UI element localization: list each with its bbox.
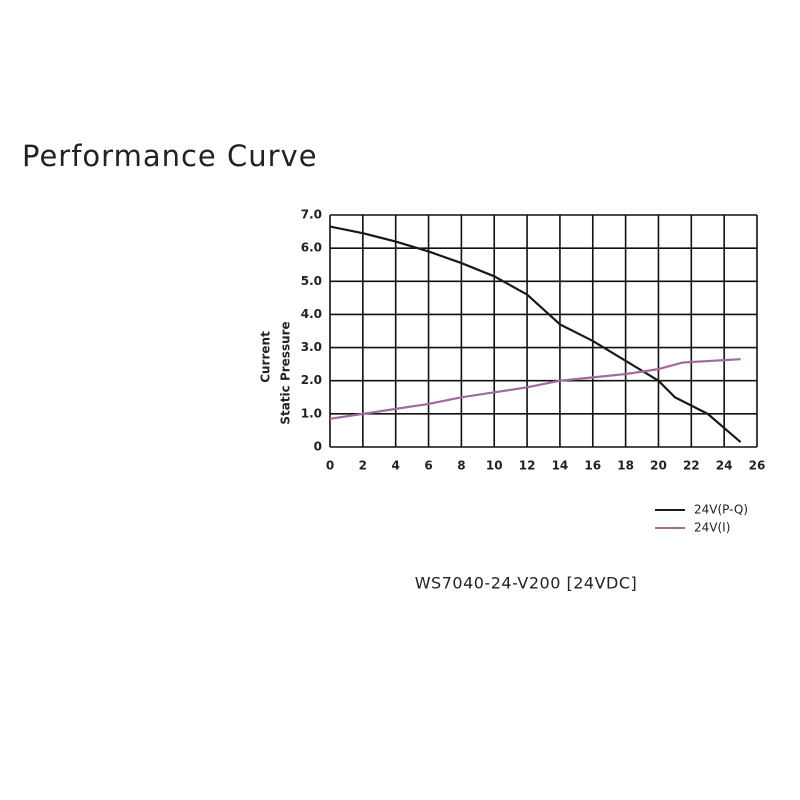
x-tick-label: 8 xyxy=(457,459,465,473)
x-tick-label: 14 xyxy=(552,459,569,473)
y-axis-label: Current xyxy=(259,331,273,383)
x-tick-label: 6 xyxy=(424,459,432,473)
x-tick-label: 16 xyxy=(584,459,601,473)
y-tick-label: 2.0 xyxy=(301,373,322,387)
x-tick-label: 10 xyxy=(486,459,503,473)
y-tick-label: 3.0 xyxy=(301,340,322,354)
y-tick-label: 1.0 xyxy=(301,406,322,420)
x-tick-label: 4 xyxy=(392,459,400,473)
legend-label: 24V(P-Q) xyxy=(694,503,748,517)
chart-title: Performance Curve xyxy=(22,139,318,173)
x-tick-label: 0 xyxy=(326,459,334,473)
x-tick-label: 26 xyxy=(749,459,766,473)
x-tick-label: 22 xyxy=(683,459,700,473)
y-tick-label: 0 xyxy=(314,440,322,454)
y-tick-label: 6.0 xyxy=(301,241,322,255)
x-tick-label: 12 xyxy=(519,459,536,473)
legend-label: 24V(I) xyxy=(694,521,730,535)
data-line xyxy=(329,358,741,420)
x-tick-label: 18 xyxy=(617,459,634,473)
caption: WS7040-24-V200 [24VDC] xyxy=(415,574,638,593)
y-tick-label: 4.0 xyxy=(301,307,322,321)
x-tick-label: 20 xyxy=(650,459,667,473)
y-tick-label: 7.0 xyxy=(301,208,322,222)
y-tick-label: 5.0 xyxy=(301,274,322,288)
y-axis-label: Static Pressure xyxy=(279,321,293,424)
data-line xyxy=(329,225,742,443)
x-tick-label: 24 xyxy=(716,459,733,473)
x-tick-label: 2 xyxy=(359,459,367,473)
